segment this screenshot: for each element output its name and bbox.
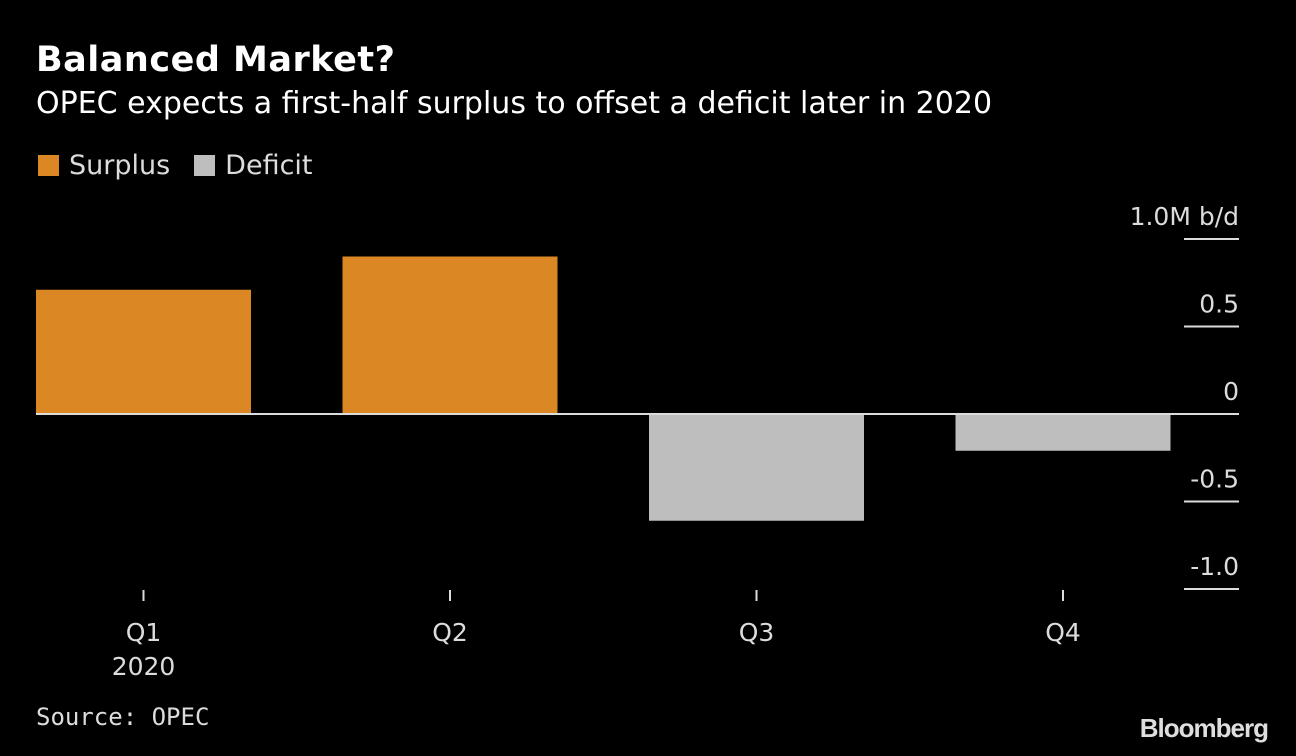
legend-swatch-surplus	[38, 155, 59, 176]
bar-q1	[36, 289, 251, 414]
y-axis: 1.0M b/d 0.5 0 -0.5 -1.0	[36, 202, 1239, 590]
chart-title: Balanced Market?	[36, 40, 396, 80]
y-tick-label: 1.0M b/d	[1130, 202, 1239, 231]
y-tick-label: 0.5	[1199, 290, 1239, 319]
bar-q4	[955, 414, 1171, 451]
x-tick-label: Q1	[126, 618, 162, 647]
y-tick-label: 0	[1223, 377, 1239, 406]
y-tick-label: -1.0	[1190, 552, 1239, 581]
bar-q2	[342, 256, 558, 414]
x-axis: Q1 2020 Q2 Q3 Q4	[112, 590, 1081, 681]
x-tick-label: Q3	[739, 618, 775, 647]
x-tick-label: Q4	[1045, 618, 1081, 647]
x-tick-sublabel: 2020	[112, 652, 176, 681]
y-tick-label: -0.5	[1190, 465, 1239, 494]
legend-label-surplus: Surplus	[69, 150, 171, 181]
legend-item-surplus: Surplus	[38, 150, 170, 181]
x-tick-label: Q2	[432, 618, 468, 647]
legend-item-deficit: Deficit	[194, 150, 313, 181]
bar-q3	[649, 414, 864, 521]
bloomberg-logo: Bloomberg	[1139, 713, 1269, 743]
legend-swatch-deficit	[194, 155, 216, 176]
legend: Surplus Deficit	[38, 150, 337, 181]
source-note: Source: OPEC	[36, 703, 210, 731]
bars-group	[36, 256, 1171, 521]
legend-label-deficit: Deficit	[225, 150, 313, 181]
chart-subtitle: OPEC expects a first-half surplus to off…	[36, 86, 993, 121]
